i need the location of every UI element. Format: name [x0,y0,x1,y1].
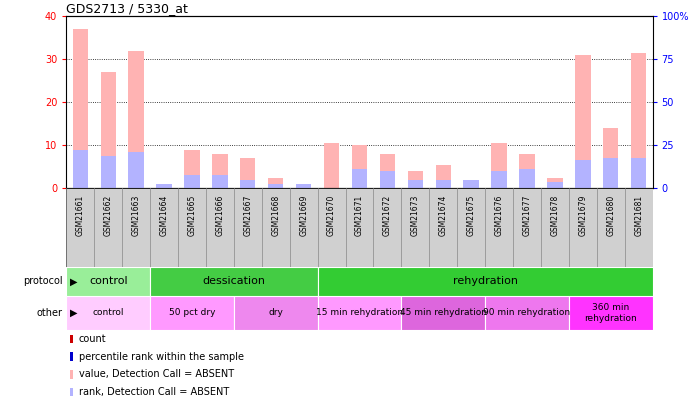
Text: GDS2713 / 5330_at: GDS2713 / 5330_at [66,2,188,15]
Bar [491,171,507,188]
Bar [268,177,283,188]
Bar [491,143,507,188]
Text: 90 min rehydration: 90 min rehydration [484,308,570,318]
Bar [380,154,395,188]
Bar [569,296,653,330]
Bar [603,158,618,188]
Text: percentile rank within the sample: percentile rank within the sample [78,352,244,362]
Bar [408,180,423,188]
Bar [66,296,150,330]
Text: GSM21676: GSM21676 [495,195,503,236]
Bar [101,156,116,188]
Text: rehydration: rehydration [452,277,518,286]
Text: GSM21680: GSM21680 [607,195,615,236]
Bar [212,175,228,188]
Text: 45 min rehydration: 45 min rehydration [400,308,487,318]
Bar [268,184,283,188]
Text: GSM21668: GSM21668 [272,195,280,236]
Bar [128,152,144,188]
Bar [212,154,228,188]
Bar [128,51,144,188]
Text: GSM21670: GSM21670 [327,195,336,236]
Bar [101,72,116,188]
Bar [324,143,339,188]
Bar [184,175,200,188]
Bar [408,171,423,188]
Text: 50 pct dry: 50 pct dry [169,308,215,318]
Bar [380,171,395,188]
Text: GSM21679: GSM21679 [579,195,587,236]
Bar [436,165,451,188]
Text: GSM21677: GSM21677 [523,195,531,236]
Text: GSM21671: GSM21671 [355,195,364,236]
Bar [631,53,646,188]
Text: GSM21661: GSM21661 [76,195,84,236]
Bar [603,128,618,188]
Bar [318,267,653,296]
Bar [73,149,88,188]
Text: GSM21672: GSM21672 [383,195,392,236]
Bar [66,267,150,296]
Text: GSM21665: GSM21665 [188,195,196,236]
Text: GSM21666: GSM21666 [216,195,224,236]
Text: GSM21674: GSM21674 [439,195,447,236]
Text: ▶: ▶ [70,308,77,318]
Text: GSM21667: GSM21667 [244,195,252,236]
Text: GSM21673: GSM21673 [411,195,419,236]
Text: GSM21662: GSM21662 [104,195,112,236]
Text: protocol: protocol [23,277,63,286]
Text: value, Detection Call = ABSENT: value, Detection Call = ABSENT [78,369,234,379]
Bar [234,296,318,330]
Bar [575,55,591,188]
Text: other: other [37,308,63,318]
Bar [547,182,563,188]
Bar [70,388,73,396]
Text: 15 min rehydration: 15 min rehydration [316,308,403,318]
Bar [184,149,200,188]
Text: dry: dry [268,308,283,318]
Bar [318,296,401,330]
Text: dessication: dessication [202,277,265,286]
Bar [485,296,569,330]
Bar [519,154,535,188]
Text: GSM21664: GSM21664 [160,195,168,236]
Text: rank, Detection Call = ABSENT: rank, Detection Call = ABSENT [78,387,229,397]
Bar [70,370,73,379]
Bar [547,177,563,188]
Text: count: count [78,334,106,344]
Bar [575,160,591,188]
Bar [401,296,485,330]
Bar [436,180,451,188]
Bar [463,180,479,188]
Text: GSM21663: GSM21663 [132,195,140,236]
Bar [631,158,646,188]
Bar [70,335,73,343]
Bar [240,158,255,188]
Bar [352,145,367,188]
Bar [150,267,318,296]
Text: GSM21669: GSM21669 [299,195,308,236]
Bar [150,296,234,330]
Text: control: control [89,277,128,286]
Bar [240,180,255,188]
Bar [352,169,367,188]
Bar [156,184,172,188]
Bar [70,352,73,361]
Bar [73,29,88,188]
Text: GSM21678: GSM21678 [551,195,559,236]
Bar [519,169,535,188]
Text: control: control [92,308,124,318]
Text: 360 min
rehydration: 360 min rehydration [584,303,637,322]
Text: GSM21675: GSM21675 [467,195,475,236]
Text: ▶: ▶ [70,277,77,286]
Bar [296,184,311,188]
Text: GSM21681: GSM21681 [634,195,643,236]
